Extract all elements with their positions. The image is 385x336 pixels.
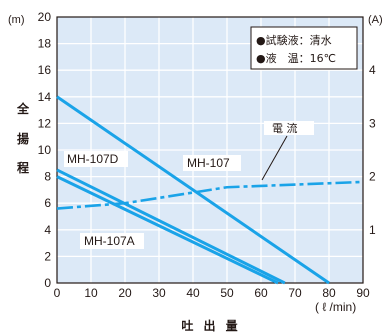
x-tick-label: 50 — [220, 286, 234, 300]
y-tick-label: 6 — [44, 196, 51, 210]
y-axis-label-3: 程 — [17, 160, 29, 175]
x-tick-label: 30 — [152, 286, 166, 300]
label-current: 電 流 — [272, 121, 298, 135]
x-unit: ( ℓ /min) — [315, 300, 356, 314]
y-tick-label: 16 — [38, 63, 52, 77]
y-tick-labels: 0 2 4 6 8 10 12 14 16 18 20 — [38, 10, 52, 290]
y-axis-label-2: 揚 — [17, 131, 29, 146]
x-tick-label: 0 — [54, 286, 61, 300]
label-mh107d: MH-107D — [67, 152, 119, 166]
x-tick-label: 20 — [118, 286, 132, 300]
y2-tick-label: 3 — [369, 116, 376, 130]
y2-tick-labels: 1 2 3 4 — [369, 63, 376, 237]
y-tick-label: 14 — [38, 90, 52, 104]
y2-tick-label: 4 — [369, 63, 376, 77]
y-axis-label-1: 全 — [16, 101, 30, 116]
label-mh107a: MH-107A — [84, 234, 135, 248]
label-bg-mh107 — [183, 155, 241, 171]
legend-line-2: ●液 温：16℃ — [256, 51, 336, 65]
y2-tick-label: 1 — [369, 223, 376, 237]
x-tick-label: 10 — [84, 286, 98, 300]
series-line-mh-107a — [56, 175, 279, 285]
y2-unit: (A) — [368, 14, 383, 26]
x-tick-labels: 0 10 20 30 40 50 60 70 80 90 — [54, 286, 370, 300]
x-tick-label: 70 — [288, 286, 302, 300]
x-tick-label: 90 — [356, 286, 370, 300]
y2-tick-label: 2 — [369, 170, 376, 184]
legend-line-1: ●試験液：清水 — [256, 33, 332, 47]
x-axis-label: 吐 出 量 — [181, 318, 240, 333]
series-line-mh-107d — [56, 168, 286, 285]
y-tick-label: 2 — [44, 249, 51, 263]
plot-frame — [56, 16, 364, 284]
y-unit: (m) — [8, 14, 25, 26]
current-pointer-line — [261, 135, 288, 181]
y-tick-label: 10 — [38, 143, 52, 157]
label-mh107: MH-107 — [187, 156, 230, 170]
x-tick-label: 40 — [186, 286, 200, 300]
x-tick-label: 80 — [322, 286, 336, 300]
legend-box — [250, 26, 358, 70]
series-lines — [56, 95, 364, 285]
series-line- — [56, 180, 364, 210]
y-tick-label: 0 — [44, 276, 51, 290]
y-tick-label: 18 — [38, 37, 52, 51]
series-line-mh-107 — [56, 95, 330, 285]
y-tick-label: 12 — [38, 116, 52, 130]
y-tick-label: 8 — [44, 170, 51, 184]
label-bg-mh107a — [80, 233, 144, 249]
label-bg-mh107d — [64, 151, 128, 167]
y-tick-label: 4 — [44, 223, 51, 237]
label-bg-current — [264, 121, 314, 135]
x-tick-label: 60 — [254, 286, 268, 300]
y-tick-label: 20 — [38, 10, 52, 24]
